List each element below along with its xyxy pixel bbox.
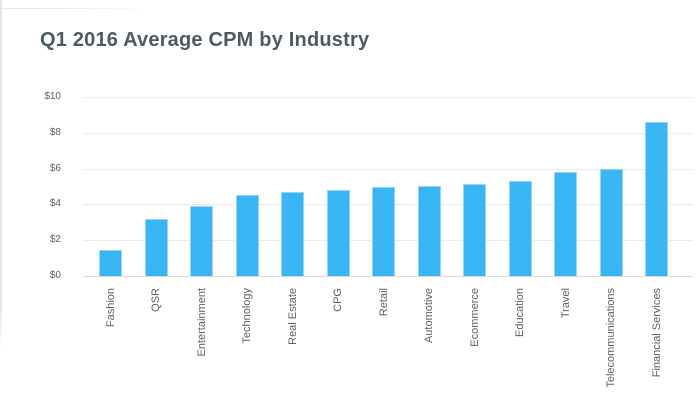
bar-education[interactable] (508, 181, 532, 276)
bar-telecommunications[interactable] (599, 169, 623, 276)
gridline (83, 132, 693, 134)
y-axis-tick-label: $10 (44, 91, 61, 102)
bar-technology[interactable] (235, 195, 259, 276)
y-axis-tick-label: $2 (49, 234, 61, 246)
bar-ecommerce[interactable] (463, 183, 486, 276)
bar-qsr[interactable] (144, 218, 168, 276)
x-axis-category-label: Technology (241, 288, 253, 344)
x-axis-category-label: Real Estate (286, 288, 299, 345)
bar-automotive[interactable] (417, 185, 441, 276)
y-axis-tick-label: $6 (49, 162, 61, 174)
x-axis-category-label: Fashion (104, 288, 117, 328)
x-axis-category-label: Telecommunications (605, 288, 617, 388)
y-axis-tick-label: $4 (49, 198, 61, 210)
bar-financial-services[interactable] (645, 122, 668, 276)
bar-travel[interactable] (554, 172, 577, 276)
x-axis-category-label: Retail (377, 288, 390, 317)
bar-real-estate[interactable] (281, 191, 304, 276)
x-axis-category-label: Education (514, 288, 526, 337)
bar-entertainment[interactable] (190, 206, 213, 276)
gridline (83, 97, 693, 98)
bar-fashion[interactable] (99, 250, 122, 276)
x-axis-category-label: Ecommerce (468, 288, 481, 347)
x-axis-baseline (83, 276, 693, 277)
x-axis-category-label: Automotive (423, 288, 435, 344)
chart-title: Q1 2016 Average CPM by Industry (40, 29, 370, 51)
x-axis-category-label: CPG (332, 288, 344, 312)
card-left-edge-line (0, 0, 2, 352)
card-top-edge-line (0, 8, 150, 9)
x-axis-category-label: QSR (150, 288, 162, 312)
y-axis-tick-label: $8 (49, 126, 61, 138)
x-axis-category-label: Financial Services (650, 288, 663, 378)
bar-cpg[interactable] (326, 190, 350, 276)
x-axis-category-label: Travel (559, 288, 572, 319)
x-axis-category-label: Entertainment (195, 288, 208, 357)
y-axis-tick-label: $0 (49, 270, 61, 281)
gridline (83, 168, 693, 170)
bar-retail[interactable] (372, 186, 395, 276)
